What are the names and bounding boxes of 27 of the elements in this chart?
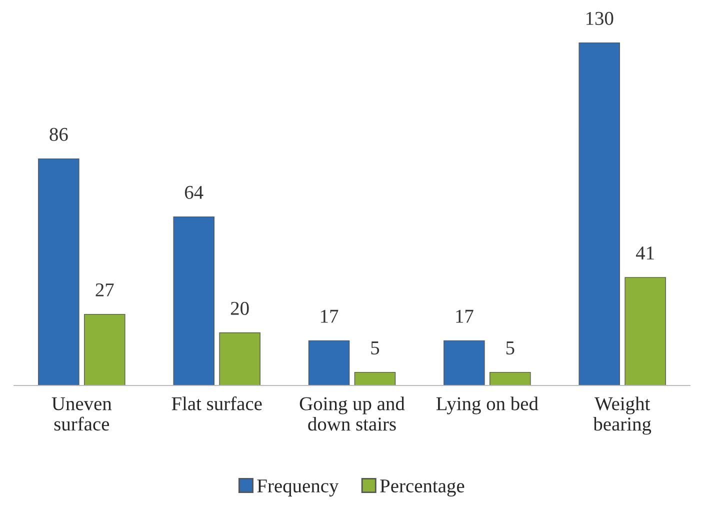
data-label: 130 <box>586 12 614 25</box>
x-tick-label: Weight bearing <box>593 396 652 435</box>
bar <box>444 340 485 386</box>
data-label: 64 <box>184 186 204 199</box>
bar <box>624 277 666 386</box>
x-tick-label: Going up and down stairs <box>300 396 405 431</box>
data-label: 17 <box>321 310 338 323</box>
bar <box>490 372 531 386</box>
bar <box>578 42 620 386</box>
bar <box>173 216 214 386</box>
x-tick-label: Uneven surface <box>52 397 112 431</box>
data-label: 5 <box>371 342 380 354</box>
data-label: 17 <box>456 310 474 323</box>
data-label: 5 <box>506 342 514 354</box>
data-label: 86 <box>50 128 68 141</box>
bar <box>84 314 126 386</box>
x-tick-label: Flat surface <box>172 396 262 410</box>
bar <box>219 332 260 386</box>
data-label: 27 <box>96 283 114 296</box>
legend-label: Percentage <box>380 480 464 496</box>
x-tick-label: Lying on bed <box>436 396 538 414</box>
data-label: 20 <box>230 302 249 315</box>
data-label: 41 <box>636 246 654 260</box>
legend-label: Frequency <box>257 480 339 496</box>
bar <box>354 372 396 386</box>
bar <box>308 340 350 386</box>
bar <box>38 158 80 386</box>
